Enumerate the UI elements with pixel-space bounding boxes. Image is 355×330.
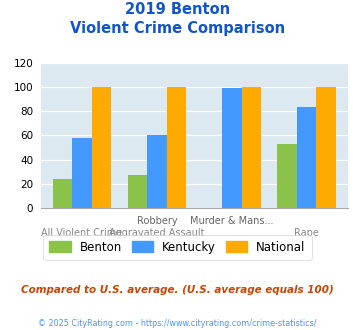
Bar bbox=[241, 87, 261, 208]
Text: Compared to U.S. average. (U.S. average equals 100): Compared to U.S. average. (U.S. average … bbox=[21, 285, 334, 295]
Text: Robbery: Robbery bbox=[137, 216, 177, 226]
Text: © 2025 CityRating.com - https://www.cityrating.com/crime-statistics/: © 2025 CityRating.com - https://www.city… bbox=[38, 319, 317, 328]
Bar bbox=[53, 179, 72, 208]
Text: Aggravated Assault: Aggravated Assault bbox=[109, 228, 205, 238]
Bar bbox=[222, 88, 241, 208]
Bar bbox=[278, 144, 297, 208]
Bar bbox=[316, 87, 336, 208]
Legend: Benton, Kentucky, National: Benton, Kentucky, National bbox=[43, 235, 312, 260]
Bar bbox=[147, 135, 166, 208]
Text: Violent Crime Comparison: Violent Crime Comparison bbox=[70, 21, 285, 36]
Text: Murder & Mans...: Murder & Mans... bbox=[190, 216, 274, 226]
Bar bbox=[128, 175, 147, 208]
Text: Rape: Rape bbox=[294, 228, 319, 238]
Bar bbox=[297, 108, 316, 208]
Bar bbox=[166, 87, 186, 208]
Text: 2019 Benton: 2019 Benton bbox=[125, 2, 230, 16]
Text: All Violent Crime: All Violent Crime bbox=[42, 228, 122, 238]
Bar bbox=[92, 87, 111, 208]
Bar bbox=[72, 138, 92, 208]
